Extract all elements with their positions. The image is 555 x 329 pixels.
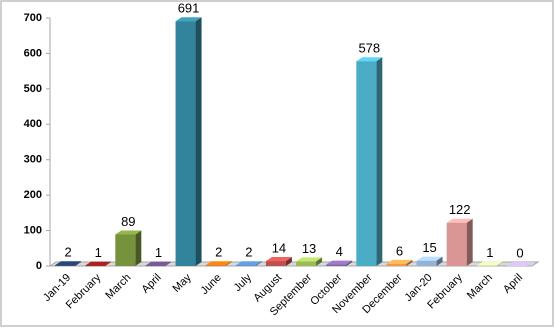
bar	[326, 264, 347, 266]
bar-top	[386, 259, 413, 264]
y-tick-label: 200	[24, 189, 42, 201]
y-tick-label: 700	[24, 12, 42, 24]
bar-top	[506, 262, 533, 266]
bar-top	[326, 260, 353, 265]
bar-top	[55, 261, 82, 266]
bar-side	[225, 261, 232, 266]
y-tick-label: 500	[24, 83, 42, 95]
bar	[235, 265, 256, 266]
bar-top	[416, 256, 443, 261]
bar-side	[255, 261, 262, 266]
value-label: 15	[422, 240, 436, 255]
bar-top	[85, 261, 112, 266]
bar-side	[316, 257, 323, 266]
bar-side	[436, 256, 443, 266]
bar	[506, 266, 527, 267]
bar	[476, 265, 497, 267]
bar-top	[265, 257, 292, 262]
bar-top	[235, 261, 262, 266]
value-label: 89	[121, 214, 135, 229]
bar	[175, 21, 196, 267]
bar-top	[476, 261, 503, 266]
y-tick-label: 600	[24, 47, 42, 59]
value-label: 691	[178, 1, 200, 16]
value-label: 1	[486, 245, 493, 260]
bar-side	[195, 17, 202, 267]
y-tick-label: 300	[24, 154, 42, 166]
bar-top	[296, 257, 323, 262]
bar	[446, 222, 467, 266]
bar	[85, 265, 106, 267]
value-label: 2	[245, 245, 252, 260]
value-label: 4	[336, 244, 343, 259]
bar-top	[175, 17, 202, 22]
bar-side	[75, 261, 82, 266]
bar-top	[115, 230, 142, 235]
bar	[55, 265, 76, 266]
value-label: 2	[215, 245, 222, 260]
bar	[265, 261, 286, 266]
value-label: 0	[516, 245, 523, 260]
bar	[115, 234, 136, 266]
y-tick-label: 0	[36, 260, 42, 272]
value-label: 13	[302, 241, 316, 256]
bar-top	[356, 57, 383, 62]
value-label: 6	[396, 243, 403, 258]
bar-side	[496, 261, 503, 266]
value-label: 14	[272, 240, 286, 255]
bar-side	[165, 261, 172, 266]
bar-side	[346, 260, 353, 266]
bar-side	[285, 257, 292, 266]
value-label: 2	[64, 245, 71, 260]
bar	[356, 61, 377, 267]
bar-side	[376, 57, 383, 267]
bar	[416, 260, 437, 266]
bar-top	[205, 261, 232, 266]
bar-side	[105, 261, 112, 266]
bar	[386, 263, 407, 266]
bar-side	[466, 218, 473, 266]
bar-side	[406, 259, 413, 266]
bar-top	[145, 261, 172, 266]
value-label: 1	[155, 245, 162, 260]
y-tick-label: 100	[24, 224, 42, 236]
bar	[145, 265, 166, 267]
bar-top	[446, 218, 473, 223]
bar	[205, 265, 226, 266]
value-label: 122	[449, 202, 471, 217]
value-label: 578	[358, 41, 380, 56]
y-tick-label: 400	[24, 118, 42, 130]
bar	[296, 261, 317, 266]
bar-side	[135, 230, 142, 266]
value-label: 1	[95, 245, 102, 260]
